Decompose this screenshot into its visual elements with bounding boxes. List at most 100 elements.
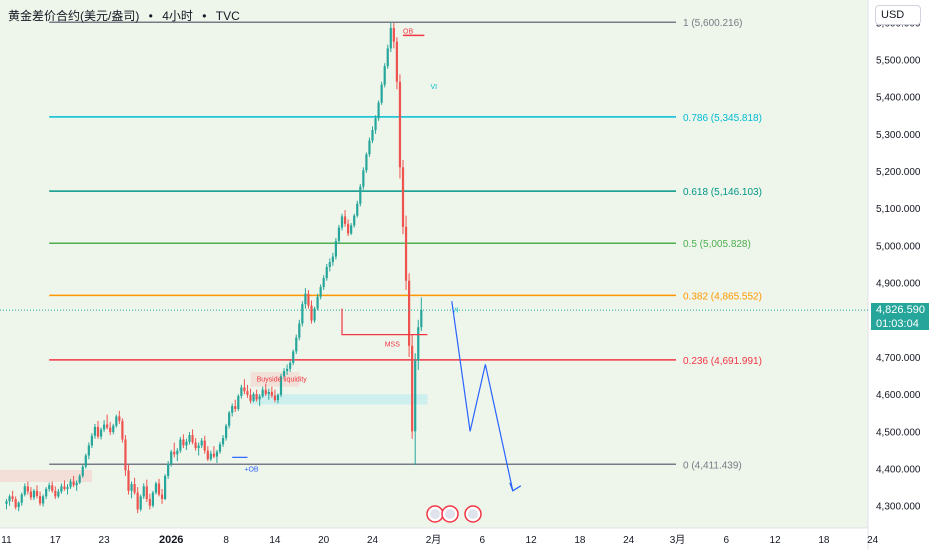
candle-body [69,481,72,488]
us-flag-icon[interactable] [441,505,459,523]
candle-body [292,351,295,363]
currency-button[interactable]: USD [875,5,921,25]
time-tick-label[interactable]: 2月 [426,534,442,546]
candle-body [313,308,316,321]
time-tick-label[interactable]: 17 [50,535,62,546]
candle-body [66,487,69,489]
candle-body [54,490,57,497]
liquidity-zone [250,371,300,387]
candle-body [353,215,356,226]
time-tick-label[interactable]: 18 [818,535,830,546]
candle-body [286,368,289,372]
annotation-label: MSS [385,342,401,349]
candle-body [188,435,191,442]
candle-body [142,486,145,497]
time-tick-label[interactable]: 23 [99,535,111,546]
candle-body [130,484,133,491]
candle-body [78,475,81,483]
candle-body [118,416,121,421]
symbol-name[interactable]: 黄金差价合约(美元/盎司) [8,9,140,23]
time-tick-label[interactable]: 6 [480,535,486,546]
candle-body [371,130,374,141]
price-tick-label[interactable]: 4,900.000 [876,279,921,290]
candle-body [356,203,359,216]
price-tick-label[interactable]: 4,400.000 [876,465,921,476]
candle-body [203,440,206,451]
price-tick-label[interactable]: 4,300.000 [876,502,921,513]
us-flag-icon[interactable] [464,505,482,523]
candle-body [148,498,151,506]
time-tick-label[interactable]: 12 [770,535,782,546]
candle-body [42,496,45,504]
price-tick-label[interactable]: 5,100.000 [876,204,921,215]
plot-background[interactable] [0,0,868,528]
price-tick-label[interactable]: 4,700.000 [876,353,921,364]
header-separator: • [202,9,207,23]
price-tick-label[interactable]: 5,200.000 [876,167,921,178]
interval-label[interactable]: 4小时 [162,9,193,23]
candle-body [234,406,237,410]
candle-body [60,486,63,492]
candle-body [57,491,60,497]
candle-body [228,412,231,426]
candle-body [212,453,215,457]
candle-body [48,485,51,489]
candle-body [240,387,243,396]
candle-body [45,488,48,497]
time-tick-label[interactable]: 24 [623,535,635,546]
time-tick-label[interactable]: 6 [724,535,730,546]
annotation-label: Buyside liquidity [257,376,308,383]
candle-body [401,167,405,227]
candle-body [328,262,331,267]
time-tick-label[interactable]: 8 [223,535,229,546]
candle-body [160,494,164,499]
candle-body [124,439,127,471]
candle-body [112,425,115,433]
candle-body [295,337,298,352]
candle-body [109,427,112,433]
price-tick-label[interactable]: 4,600.000 [876,390,921,401]
price-tick-label[interactable]: 5,000.000 [876,241,921,252]
candle-body [5,501,8,504]
time-tick-label[interactable]: 24 [867,535,879,546]
time-tick-label[interactable]: 12 [526,535,538,546]
candle-body [307,293,310,306]
candle-body [258,396,261,400]
candle-body [395,41,398,82]
fvg-zone [250,394,428,405]
economic-events[interactable] [426,505,482,523]
time-tick-label[interactable]: 18 [574,535,586,546]
annotation-label: VI [430,84,437,91]
time-tick-label[interactable]: 24 [367,535,379,546]
mss-line [341,308,428,336]
us-flag-icon[interactable] [426,505,444,523]
price-tick-label[interactable]: 5,400.000 [876,93,921,104]
time-tick-label[interactable]: 14 [269,535,281,546]
last-price-value: 4,826.590 [876,304,925,316]
candle-body [200,440,203,446]
price-tick-label[interactable]: 5,500.000 [876,55,921,66]
candle-body [136,492,139,510]
time-axis[interactable]: 11 17 23 2026 8 14 20 24 2月 6 12 18 24 3月 6 12 18 24 [1,534,878,546]
candle-body [304,293,307,305]
candle-body [167,464,170,476]
candle-body [170,451,173,465]
time-axis-background[interactable] [0,528,868,550]
time-tick-label[interactable]: 3月 [670,534,686,546]
price-tick-label[interactable]: 5,300.000 [876,130,921,141]
time-tick-label[interactable]: 20 [318,535,330,546]
candle-body [11,496,14,499]
candle-body [398,81,402,168]
candle-body [362,170,365,187]
candle-body [115,416,118,426]
price-axis-background[interactable] [868,0,932,550]
candle-body [270,391,273,396]
candle-body [380,84,383,103]
time-tick-label[interactable]: 11 [1,535,12,546]
time-tick-label[interactable]: 2026 [159,534,183,546]
candle-body [264,389,267,395]
candle-body [417,327,420,361]
candle-body [26,486,29,492]
price-tick-label[interactable]: 4,500.000 [876,427,921,438]
